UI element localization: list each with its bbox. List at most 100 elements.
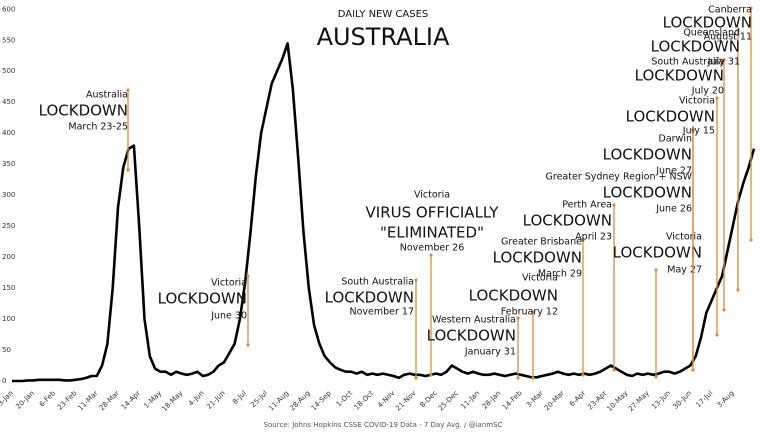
annotation-headline: LOCKDOWN — [523, 212, 612, 230]
x-tick-label: 4-Jun — [187, 389, 206, 408]
annotation-headline: "ELIMINATED" — [380, 224, 484, 242]
annotation-note: March 23-25 — [68, 122, 128, 133]
annotation-dot — [654, 375, 658, 379]
x-tick-label: 14-Feb — [501, 389, 524, 412]
x-tick-label: 25-Jul — [249, 389, 269, 409]
annotation-dot — [581, 238, 585, 242]
annotation-dot — [736, 288, 740, 292]
x-tick-label: 13-Jun — [650, 389, 672, 411]
x-tick-label: 25-Dec — [437, 389, 460, 412]
x-tick-label: 28-Jan — [481, 389, 503, 411]
annotation-dot — [612, 203, 616, 207]
annotation-note: November 26 — [400, 243, 465, 254]
annotation-note: Canberra — [708, 5, 752, 16]
annotation-headline: LOCKDOWN — [469, 287, 558, 305]
annotation-note: March 29 — [538, 269, 582, 280]
annotation-note: May 27 — [667, 265, 702, 276]
y-tick-label: 0 — [2, 377, 6, 385]
annotation-note: Victoria — [211, 278, 247, 289]
annotation-headline: LOCKDOWN — [39, 102, 128, 120]
annotation-note: July 31 — [707, 57, 740, 68]
annotation-note: June 27 — [655, 166, 692, 177]
annotation-note: Greater Brisbane — [501, 237, 582, 248]
annotation-note: November 17 — [349, 307, 414, 318]
annotation-note: January 31 — [464, 347, 516, 358]
annotation-headline: LOCKDOWN — [427, 327, 516, 345]
x-tick-label: 14-Sep — [310, 389, 333, 412]
y-tick-label: 400 — [2, 129, 15, 137]
annotation-headline: LOCKDOWN — [325, 289, 414, 307]
x-tick-label: 6-Feb — [38, 389, 58, 409]
x-tick-label: 10-May — [606, 389, 630, 413]
y-tick-label: 300 — [2, 191, 15, 199]
y-tick-label: 550 — [2, 36, 15, 44]
annotation-dot — [749, 238, 753, 242]
annotation-dot — [612, 368, 616, 372]
y-tick-label: 50 — [2, 346, 11, 354]
annotation-dot — [414, 376, 418, 380]
annotation-dot — [429, 253, 433, 257]
annotation-note: July 20 — [691, 86, 724, 97]
annotation-dot — [516, 376, 520, 380]
annotation-dot — [691, 368, 695, 372]
x-tick-label: 3-Jan — [0, 389, 15, 408]
annotation-note: Perth Area — [562, 200, 612, 211]
annotation-headline: LOCKDOWN — [493, 249, 582, 267]
x-tick-label: 23-Feb — [56, 389, 79, 412]
data-line — [12, 42, 756, 383]
chart-title: DAILY NEW CASES — [338, 9, 429, 20]
y-tick-label: 350 — [2, 160, 15, 168]
annotation-dot — [429, 373, 433, 377]
x-tick-label: 11-Mar — [77, 389, 100, 412]
x-tick-label: 17-Jul — [694, 389, 714, 409]
y-tick-label: 150 — [2, 284, 15, 292]
source-note: Source: Johns Hopkins CSSE COVID-19 Data… — [264, 421, 503, 429]
annotation-note: Victoria — [679, 96, 715, 107]
annotation-dot — [126, 168, 130, 172]
x-tick-label: 20-Mar — [543, 389, 566, 412]
x-tick-label: 6-Apr — [568, 389, 587, 408]
annotation-dot — [581, 373, 585, 377]
annotation-headline: LOCKDOWN — [603, 184, 692, 202]
annotation-dot — [722, 58, 726, 62]
x-tick-label: 3-Aug — [715, 389, 735, 409]
chart-subtitle: AUSTRALIA — [317, 23, 450, 51]
annotation-headline: LOCKDOWN — [626, 108, 715, 126]
annotation-note: June 26 — [655, 204, 692, 215]
y-tick-label: 200 — [2, 253, 15, 261]
annotation-headline: LOCKDOWN — [651, 38, 740, 56]
x-tick-label: 3-Mar — [525, 389, 545, 409]
x-tick-label: 27-May — [627, 389, 651, 413]
annotation-note: July 15 — [682, 126, 715, 137]
annotation-dot — [246, 274, 250, 278]
annotation-dot — [722, 308, 726, 312]
x-tick-label: 28-Mar — [98, 389, 121, 412]
y-tick-label: 100 — [2, 315, 15, 323]
annotation-note: April 23 — [575, 232, 612, 243]
annotation-dot — [516, 316, 520, 320]
x-tick-label: 21-Nov — [394, 389, 417, 412]
annotation-dot — [691, 128, 695, 132]
x-tick-label: 18-May — [160, 389, 184, 413]
annotation-note: Australia — [86, 90, 128, 101]
annotation-note: South Australia — [341, 277, 414, 288]
y-tick-label: 450 — [2, 98, 15, 106]
annotation-dot — [126, 88, 130, 92]
annotation-note: South Australia — [651, 57, 724, 68]
x-tick-label: 1-Oct — [335, 389, 354, 408]
x-tick-label: 18-Oct — [353, 389, 376, 412]
annotation-note: February 12 — [501, 307, 558, 318]
annotation-dot — [736, 28, 740, 32]
annotation-headline: LOCKDOWN — [635, 67, 724, 85]
annotation-dot — [715, 333, 719, 337]
y-tick-label: 600 — [2, 5, 15, 13]
x-tick-label: 28-Aug — [288, 389, 311, 412]
annotation-headline: LOCKDOWN — [158, 290, 247, 308]
y-tick-label: 250 — [2, 222, 15, 230]
annotation-headline: VIRUS OFFICIALLY — [366, 204, 500, 222]
annotation-headline: LOCKDOWN — [603, 146, 692, 164]
annotation-headline: LOCKDOWN — [663, 14, 752, 32]
x-tick-label: 11-Jan — [460, 389, 482, 411]
annotation-dot — [749, 6, 753, 10]
